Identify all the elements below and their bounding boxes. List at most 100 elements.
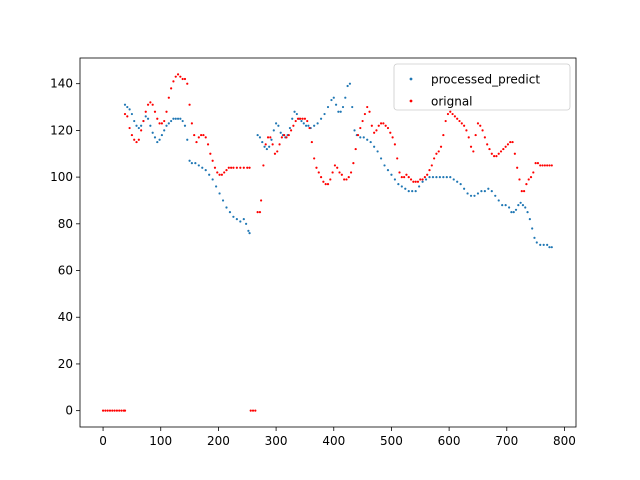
data-point [373, 131, 376, 134]
data-point [313, 124, 316, 127]
data-point [302, 122, 305, 125]
data-point [246, 166, 249, 169]
data-point [287, 133, 290, 137]
data-point [528, 218, 531, 221]
data-point [354, 147, 357, 151]
data-point [493, 154, 496, 158]
data-point [289, 129, 293, 132]
data-point [218, 192, 221, 195]
data-point [315, 166, 318, 169]
data-point [424, 178, 428, 181]
data-point [153, 136, 157, 139]
data-point [190, 161, 193, 165]
data-point [137, 126, 140, 130]
data-point [535, 241, 538, 244]
data-point [383, 164, 386, 167]
data-point [368, 110, 371, 113]
data-point [165, 124, 168, 127]
data-point [400, 185, 403, 188]
data-point [497, 199, 500, 202]
data-point [216, 171, 219, 174]
data-point [223, 171, 226, 174]
data-point [356, 133, 360, 137]
data-point [426, 173, 429, 176]
data-point [480, 190, 483, 193]
data-point [384, 124, 387, 127]
data-point [186, 82, 189, 85]
data-point [218, 173, 221, 176]
data-point [264, 143, 267, 146]
data-point [409, 178, 413, 181]
legend-label: processed_predict [431, 73, 540, 87]
data-point [266, 136, 270, 139]
data-point [319, 117, 323, 120]
data-point [466, 192, 469, 195]
data-point [140, 129, 143, 132]
data-point [273, 152, 277, 155]
data-point [490, 190, 493, 193]
data-point [463, 187, 466, 190]
data-point [251, 409, 255, 412]
data-point [416, 180, 420, 183]
data-point [486, 143, 489, 146]
y-tick-label: 0 [65, 404, 73, 418]
data-point [215, 185, 218, 188]
data-point [542, 243, 545, 246]
series-layer [101, 73, 553, 412]
data-point [407, 176, 410, 179]
legend-marker [409, 77, 413, 81]
data-point [366, 138, 369, 141]
data-point [160, 133, 163, 137]
data-point [419, 178, 422, 181]
data-point [522, 190, 526, 193]
data-point [206, 143, 210, 146]
data-point [137, 138, 140, 141]
data-point [151, 103, 154, 106]
data-point [361, 119, 364, 123]
data-point [514, 208, 518, 211]
series-0 [123, 82, 553, 249]
y-tick-label: 40 [58, 310, 73, 324]
data-point [158, 122, 161, 125]
x-tick-label: 200 [207, 434, 230, 448]
data-point [548, 164, 551, 167]
data-point [193, 133, 196, 137]
data-point [181, 77, 184, 81]
data-point [146, 103, 150, 106]
data-point [521, 204, 525, 207]
data-point [106, 409, 109, 412]
data-point [330, 98, 333, 102]
data-point [249, 409, 252, 412]
data-point [451, 112, 454, 116]
data-point [386, 126, 390, 130]
data-point [142, 119, 145, 123]
plot-frame [79, 57, 577, 428]
data-point [248, 232, 251, 235]
data-point [295, 112, 298, 116]
data-point [326, 183, 330, 186]
data-point [140, 124, 143, 127]
data-point [353, 129, 356, 132]
data-point [133, 138, 136, 141]
data-point [248, 166, 251, 169]
y-tick-label: 140 [50, 77, 73, 91]
data-point [274, 122, 278, 125]
data-point [414, 180, 417, 183]
data-point [428, 169, 431, 172]
data-point [359, 136, 362, 139]
data-point [269, 136, 272, 139]
data-point [135, 140, 138, 144]
data-point [156, 117, 159, 120]
data-point [518, 178, 521, 181]
data-point [167, 122, 170, 125]
data-point [476, 122, 480, 125]
data-point [534, 161, 537, 165]
data-point [476, 192, 480, 195]
data-point [453, 115, 456, 118]
data-point [532, 171, 535, 174]
data-point [403, 176, 406, 179]
data-point [227, 166, 230, 169]
data-point [181, 119, 184, 123]
data-point [438, 176, 441, 179]
data-point [294, 119, 297, 123]
